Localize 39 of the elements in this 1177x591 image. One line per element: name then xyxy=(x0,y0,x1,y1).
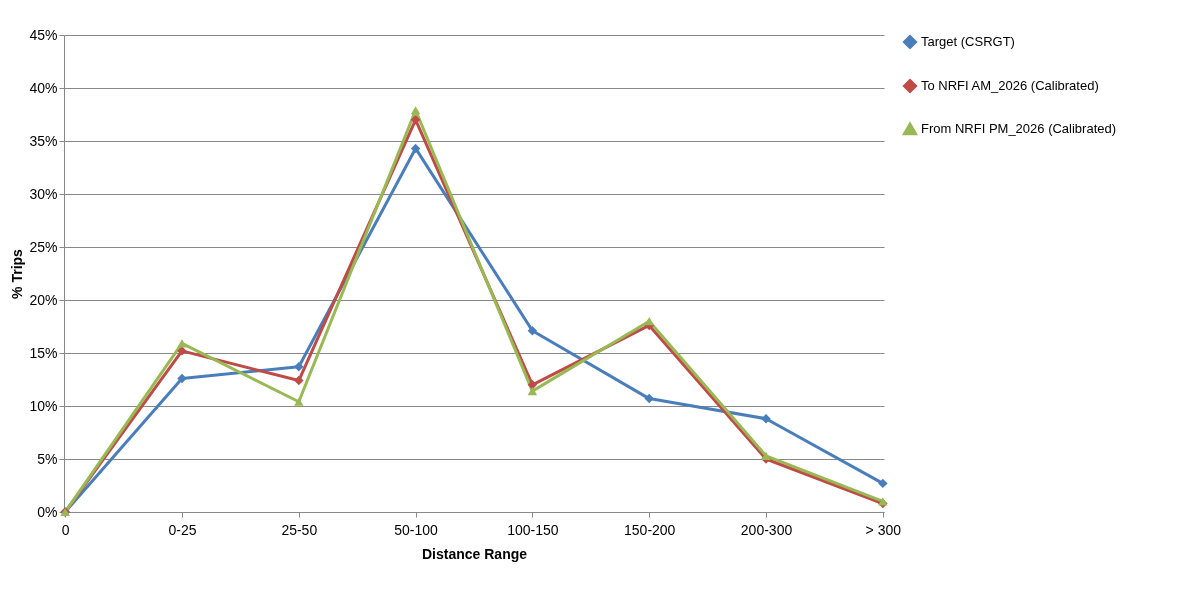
y-tick-label: 45% xyxy=(29,26,58,43)
x-tick-label: 0 xyxy=(61,521,70,538)
y-axis-title: % Trips xyxy=(9,248,26,299)
point xyxy=(644,317,654,326)
point xyxy=(410,143,421,154)
point xyxy=(527,380,538,390)
x-tick-label: 50-100 xyxy=(394,521,439,538)
point xyxy=(527,326,538,336)
legend-label: Target (CSRGT) xyxy=(921,34,1015,49)
legend-label: From NRFI PM_2026 (Calibrated) xyxy=(921,121,1117,136)
x-tick-label: 100-150 xyxy=(507,521,559,538)
y-tick-label: 0% xyxy=(37,503,58,520)
point xyxy=(410,115,421,125)
point xyxy=(294,375,304,386)
point xyxy=(177,339,187,348)
point xyxy=(761,413,771,424)
x-tick-label: 0-25 xyxy=(168,521,197,538)
y-tick-label: 35% xyxy=(29,132,58,149)
point xyxy=(878,478,888,489)
x-tick-label: 150-200 xyxy=(624,521,676,538)
y-tick-label: 5% xyxy=(37,450,58,467)
y-tick-label: 30% xyxy=(29,185,58,202)
y-tick-label: 25% xyxy=(29,238,58,255)
legend-label: To NRFI AM_2026 (Calibrated) xyxy=(921,78,1099,93)
point xyxy=(294,362,304,372)
point xyxy=(644,393,654,404)
point xyxy=(527,387,538,396)
y-tick-label: 10% xyxy=(29,397,58,414)
point xyxy=(410,106,421,115)
x-tick-label: 200-300 xyxy=(740,521,793,538)
x-axis-title: Distance Range xyxy=(421,545,528,562)
x-tick-label: > 300 xyxy=(865,521,902,538)
y-tick-label: 15% xyxy=(29,344,58,361)
y-tick-label: 40% xyxy=(29,79,58,96)
y-tick-label: 20% xyxy=(29,291,58,308)
point xyxy=(177,373,187,384)
x-tick-label: 25-50 xyxy=(281,521,318,538)
point xyxy=(294,397,304,406)
point xyxy=(761,451,771,460)
